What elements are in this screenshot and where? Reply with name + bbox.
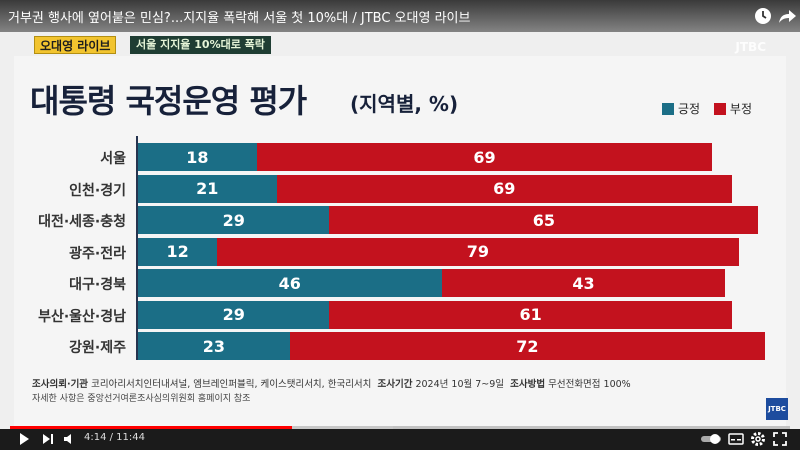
bar-positive: 12	[138, 237, 218, 266]
bar-value-label: 46	[278, 273, 301, 293]
show-brand-tag: 오대영 라이브	[34, 36, 117, 54]
bar-value-label: 69	[493, 179, 516, 198]
share-icon[interactable]	[776, 5, 798, 27]
category-label: 서울	[100, 151, 126, 167]
bar-positive: 18	[138, 143, 257, 171]
bar-negative: 69	[276, 174, 732, 203]
bar-negative: 72	[289, 332, 765, 360]
bar-negative: 61	[329, 300, 732, 329]
bar-negative: 43	[441, 269, 726, 297]
bar-value-label: 61	[519, 305, 542, 324]
next-icon[interactable]	[40, 431, 56, 447]
bar-negative: 79	[217, 237, 739, 266]
legend-swatch-positive	[662, 102, 674, 115]
legend-swatch-negative	[713, 102, 726, 115]
bar-value-label: 79	[466, 242, 490, 261]
category-label: 대구·경북	[69, 277, 126, 293]
bar-value-label: 18	[186, 147, 209, 167]
category-label: 대전·세종·충청	[38, 214, 126, 230]
jtbc-corner-logo: JTBC	[766, 398, 788, 420]
bar-value-label: 23	[202, 336, 226, 356]
autoplay-toggle-icon[interactable]	[700, 431, 722, 447]
title-overlay: 거부권 행사에 옆어붙은 민심?...지지율 폭락해 서울 첫 10%대 / J…	[0, 0, 800, 32]
bar-value-label: 29	[222, 210, 245, 230]
legend-item-negative: 부정	[713, 100, 753, 117]
bar-value-label: 29	[222, 305, 245, 324]
bar-positive: 29	[138, 206, 330, 234]
progress-played	[10, 426, 292, 429]
source-method: 무선전화면접 100%	[548, 379, 631, 390]
survey-source: 조사의뢰·기관 코리아리서치인터내셔널, 엠브레인퍼블릭, 케이스탯리서치, 한…	[32, 376, 631, 390]
subtitles-icon[interactable]	[728, 431, 744, 447]
bar-positive: 29	[138, 300, 330, 329]
time-display: 4:14 / 11:44	[84, 432, 146, 443]
play-icon[interactable]	[16, 431, 32, 447]
chart-axis-line	[136, 136, 138, 360]
bar-value-label: 43	[572, 273, 595, 293]
settings-gear-icon[interactable]	[750, 431, 766, 447]
bar-value-label: 69	[473, 147, 496, 167]
player-controls: 4:14 / 11:44	[0, 429, 800, 450]
volume-icon[interactable]	[62, 431, 78, 447]
bar-value-label: 65	[532, 210, 556, 230]
bar-value-label: 21	[196, 179, 219, 198]
channel-watermark: JTBC	[735, 40, 766, 54]
bar-negative: 69	[256, 143, 713, 171]
source-agencies: 코리아리서치인터내셔널, 엠브레인퍼블릭, 케이스탯리서치, 한국리서치	[91, 379, 372, 390]
video-title[interactable]: 거부권 행사에 옆어붙은 민심?...지지율 폭락해 서울 첫 10%대 / J…	[8, 11, 471, 26]
source-label-method: 조사방법	[510, 379, 546, 390]
survey-note: 자세한 사항은 중앙선거여론조사심의위원회 홈페이지 참조	[32, 394, 251, 404]
chart-title: 대통령 국정운영 평가	[30, 82, 307, 120]
bar-negative: 65	[329, 206, 759, 234]
bar-value-label: 72	[516, 336, 539, 356]
progress-bar[interactable]	[10, 426, 790, 429]
watch-later-icon[interactable]	[752, 5, 774, 27]
category-label: 광주·전라	[69, 245, 126, 262]
topic-tag: 서울 지지율 10%대로 폭락	[130, 36, 271, 54]
bar-positive: 21	[138, 174, 277, 203]
fullscreen-icon[interactable]	[772, 431, 788, 447]
bar-positive: 23	[138, 332, 290, 360]
category-label: 강원·제주	[69, 340, 126, 356]
legend-label-negative: 부정	[729, 102, 753, 116]
source-label-period: 조사기간	[377, 379, 413, 390]
legend-label-positive: 긍정	[678, 102, 701, 116]
category-label: 인천·경기	[69, 182, 126, 199]
source-label-agency: 조사의뢰·기관	[32, 379, 89, 390]
source-period: 2024년 10월 7~9일	[415, 379, 505, 390]
chart-legend: 긍정 부정	[662, 100, 762, 118]
legend-item-positive: 긍정	[662, 100, 700, 117]
category-label: 부산·울산·경남	[38, 308, 126, 325]
chart-subtitle: (지역별, %)	[350, 92, 459, 116]
bar-value-label: 12	[166, 242, 189, 261]
bar-positive: 46	[138, 269, 442, 297]
